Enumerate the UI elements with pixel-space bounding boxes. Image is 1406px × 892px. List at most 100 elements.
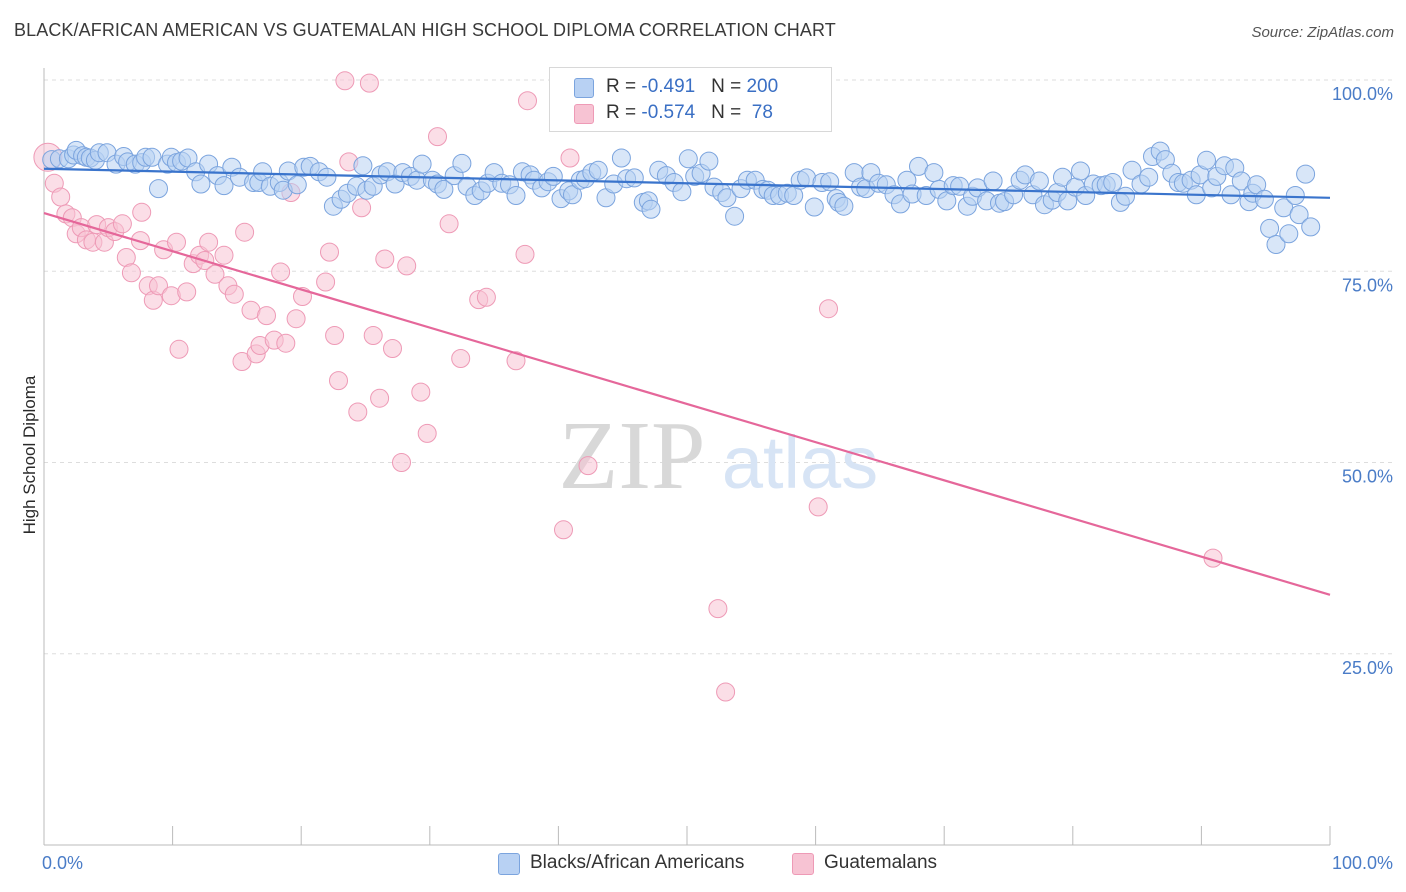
blacks-point xyxy=(1279,224,1299,244)
blacks-point xyxy=(1289,205,1309,225)
blacks-point xyxy=(1029,171,1049,191)
guatemalans-point xyxy=(320,242,339,262)
blacks-point xyxy=(149,179,168,199)
guatemalans-point xyxy=(383,339,402,358)
blacks-point xyxy=(1139,167,1159,187)
guatemalans-point xyxy=(363,326,383,345)
guatemalans-point xyxy=(428,127,447,147)
x-tick-label: 100.0% xyxy=(1332,853,1393,873)
blacks-point xyxy=(641,199,661,219)
y-axis-label: High School Diploma xyxy=(20,375,39,534)
blacks-point xyxy=(804,197,824,217)
guatemalans-point xyxy=(708,599,728,619)
legend-r-label: R = xyxy=(606,102,642,123)
guatemalans-point xyxy=(112,214,132,234)
guatemalans-point xyxy=(518,91,537,111)
guatemalans-point xyxy=(375,249,395,269)
blacks-point xyxy=(434,179,454,199)
blacks-point xyxy=(1071,161,1090,181)
guatemalans-point xyxy=(411,382,431,402)
guatemalans-point xyxy=(359,73,379,93)
blacks-point xyxy=(588,160,608,180)
legend-n-value-blacks: 200 xyxy=(746,76,779,97)
guatemalans-point xyxy=(205,264,225,284)
blacks-point xyxy=(699,151,719,171)
legend-swatch-blue xyxy=(574,78,594,98)
x-tick-label: 0.0% xyxy=(42,853,83,873)
blacks-point xyxy=(287,175,307,195)
blacks-point xyxy=(1285,186,1305,205)
guatemalans-point xyxy=(235,222,255,242)
watermark-atlas: atlas xyxy=(722,421,878,504)
blacks-point xyxy=(452,153,472,173)
blacks-point xyxy=(214,176,234,196)
legend-r-value-guatemalans: -0.574 xyxy=(641,102,696,123)
guatemalans-point xyxy=(348,402,368,422)
watermark: ZIP atlas xyxy=(559,402,879,510)
guatemalans-points xyxy=(33,71,1223,702)
chart-title: BLACK/AFRICAN AMERICAN VS GUATEMALAN HIG… xyxy=(14,20,836,40)
source-label: Source: ZipAtlas.com xyxy=(1251,24,1394,41)
guatemalans-point xyxy=(439,214,459,234)
watermark-zip: ZIP xyxy=(559,402,706,510)
guatemalans-point xyxy=(335,71,355,91)
series-swatch-blue xyxy=(498,853,520,875)
guatemalans-point xyxy=(554,520,573,540)
blacks-trend-line xyxy=(43,167,1331,199)
guatemalans-point xyxy=(271,262,291,282)
grid-lines xyxy=(44,79,1392,655)
blacks-point xyxy=(672,182,692,202)
blacks-point xyxy=(678,149,698,169)
guatemalans-point xyxy=(199,232,219,252)
guatemalans-point xyxy=(257,306,276,326)
guatemalans-point xyxy=(167,232,186,252)
blacks-point xyxy=(353,156,373,176)
blacks-point xyxy=(1266,235,1286,254)
blacks-point xyxy=(317,167,337,187)
blacks-point xyxy=(1103,173,1123,192)
guatemalans-point xyxy=(121,263,141,283)
guatemalans-point xyxy=(392,453,411,472)
blacks-point xyxy=(412,154,432,174)
guatemalans-point xyxy=(397,256,417,276)
guatemalans-point xyxy=(169,339,189,359)
guatemalans-point xyxy=(51,187,71,207)
legend-n-value-guatemalans: 78 xyxy=(746,102,773,123)
guatemalans-point xyxy=(316,272,336,292)
blacks-point xyxy=(717,188,737,208)
guatemalans-point xyxy=(276,333,296,353)
tick-labels: 25.0% 50.0% 75.0% 100.0% 0.0% 100.0% xyxy=(42,84,1393,873)
guatemalans-point xyxy=(329,371,348,391)
blacks-point xyxy=(563,185,582,205)
blacks-point xyxy=(1197,150,1216,170)
blacks-points xyxy=(42,140,1321,254)
blacks-point xyxy=(506,186,526,205)
blacks-point xyxy=(543,166,563,186)
blacks-point xyxy=(834,196,854,216)
blacks-point xyxy=(611,148,631,168)
guatemalans-point xyxy=(132,202,152,222)
y-tick-label: 100.0% xyxy=(1332,84,1393,104)
guatemalans-point xyxy=(370,388,390,408)
guatemalans-point xyxy=(286,309,306,329)
series-swatch-pink xyxy=(792,853,814,875)
legend-r-value-blacks: -0.491 xyxy=(641,76,696,97)
blacks-point xyxy=(1301,217,1321,237)
trend-lines xyxy=(43,167,1331,596)
guatemalans-point xyxy=(417,423,437,443)
guatemalans-point xyxy=(451,349,471,368)
guatemalans-point xyxy=(560,148,580,168)
y-tick-label: 50.0% xyxy=(1342,467,1393,487)
blacks-point xyxy=(624,168,644,188)
series-legend-guatemalans-label: Guatemalans xyxy=(824,852,938,873)
legend-n-label: N = xyxy=(711,102,747,123)
legend-r-label: R = xyxy=(606,76,642,97)
guatemalans-point xyxy=(515,244,535,264)
blacks-point xyxy=(820,172,840,192)
guatemalans-point xyxy=(819,299,838,319)
blacks-point xyxy=(1254,189,1274,209)
guatemalans-trend-line xyxy=(43,212,1331,596)
blacks-point xyxy=(191,174,211,194)
guatemalans-point xyxy=(149,276,168,296)
